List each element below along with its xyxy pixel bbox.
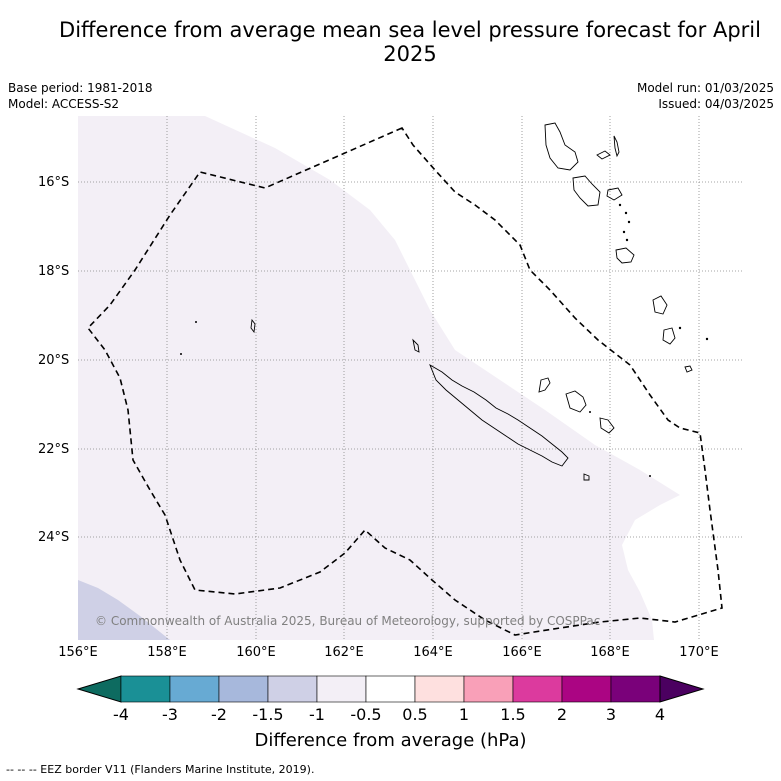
colorbar-tick-label: 1.5 xyxy=(500,705,526,724)
lat-label: 24°S xyxy=(38,530,70,545)
colorbar-tick-label: 4 xyxy=(654,705,666,724)
ambae-coastline xyxy=(596,150,611,160)
run-info: Model run: 01/03/2025 Issued: 04/03/2025 xyxy=(637,80,774,112)
isle-of-pines-coastline xyxy=(583,473,590,481)
pentecost-coastline xyxy=(613,135,620,158)
colorbar-tick-label: 3 xyxy=(605,705,617,724)
colorbar-box xyxy=(365,675,416,703)
neutral-anomaly-region xyxy=(205,116,743,640)
colorbar-box xyxy=(610,675,661,703)
colorbar-tick-label: -1.5 xyxy=(252,705,284,724)
model-run: Model run: 01/03/2025 xyxy=(636,81,774,95)
lon-label: 156°E xyxy=(58,645,98,660)
lon-label: 160°E xyxy=(236,645,276,660)
lat-label: 18°S xyxy=(38,264,70,279)
eez-footnote: -- -- -- EEZ border V11 (Flanders Marine… xyxy=(6,763,315,776)
issued-date: Issued: 04/03/2025 xyxy=(658,97,774,111)
aneityum-coastline xyxy=(684,365,693,373)
gridlines xyxy=(78,116,743,640)
colorbar-tick-label: 2 xyxy=(556,705,568,724)
colorbar-tick-label: 0.5 xyxy=(402,705,428,724)
lon-label: 164°E xyxy=(413,645,453,660)
malakula-coastline xyxy=(572,175,601,207)
colorbar-title: Difference from average (hPa) xyxy=(254,730,527,751)
colorbar-box xyxy=(463,675,514,703)
chart-title: Difference from average mean sea level p… xyxy=(59,18,761,66)
loyalty-island-lifou-coastline xyxy=(565,390,587,413)
colorbar-box xyxy=(120,675,171,703)
new-caledonia-coastline xyxy=(429,363,569,467)
colorbar-box xyxy=(316,675,367,703)
lat-label: 22°S xyxy=(38,442,70,457)
espiritu-santo-coastline xyxy=(544,122,579,171)
colorbar-tick-label: 1 xyxy=(458,705,470,724)
colorbar-under-arrow xyxy=(76,675,122,703)
colorbar-tick-label: -4 xyxy=(113,705,129,724)
erromango-coastline xyxy=(652,295,668,315)
colorbar-box xyxy=(561,675,612,703)
lon-label: 162°E xyxy=(324,645,364,660)
colorbar-box xyxy=(218,675,269,703)
colorbar xyxy=(76,675,705,703)
loyalty-island-ouvea-coastline xyxy=(538,377,551,393)
colorbar-box xyxy=(267,675,318,703)
coastlines xyxy=(250,122,693,481)
colorbar-tick-label: -1 xyxy=(309,705,325,724)
lon-label: 158°E xyxy=(147,645,187,660)
colorbar-tick-label: -3 xyxy=(162,705,178,724)
efate-coastline xyxy=(615,247,635,264)
colorbar-over-arrow xyxy=(659,675,705,703)
chesterfield-reef-coastline xyxy=(250,318,256,334)
colorbar-box xyxy=(414,675,465,703)
lon-label: 168°E xyxy=(590,645,630,660)
base-period: Base period: 1981-2018 xyxy=(8,81,153,95)
tanna-coastline xyxy=(662,327,676,345)
negative-anomaly-region xyxy=(78,580,170,640)
lon-label: 170°E xyxy=(679,645,719,660)
lat-label: 16°S xyxy=(38,175,70,190)
colorbar-tick-label: -0.5 xyxy=(350,705,382,724)
lon-label: 166°E xyxy=(502,645,542,660)
colorbar-box xyxy=(169,675,220,703)
loyalty-island-mare-coastline xyxy=(599,417,615,434)
model-name: Model: ACCESS-S2 xyxy=(8,97,120,111)
colorbar-box xyxy=(512,675,563,703)
eez-border xyxy=(86,126,723,636)
copyright-notice: © Commonwealth of Australia 2025, Bureau… xyxy=(95,614,601,628)
base-info: Base period: 1981-2018 Model: ACCESS-S2 xyxy=(8,80,153,112)
small-islands xyxy=(180,203,709,477)
epi-coastline xyxy=(606,187,623,201)
colorbar-tick-label: -2 xyxy=(211,705,227,724)
belep-islands-coastline xyxy=(412,338,420,353)
lat-label: 20°S xyxy=(38,353,70,368)
colorbar-boxes xyxy=(120,675,661,703)
